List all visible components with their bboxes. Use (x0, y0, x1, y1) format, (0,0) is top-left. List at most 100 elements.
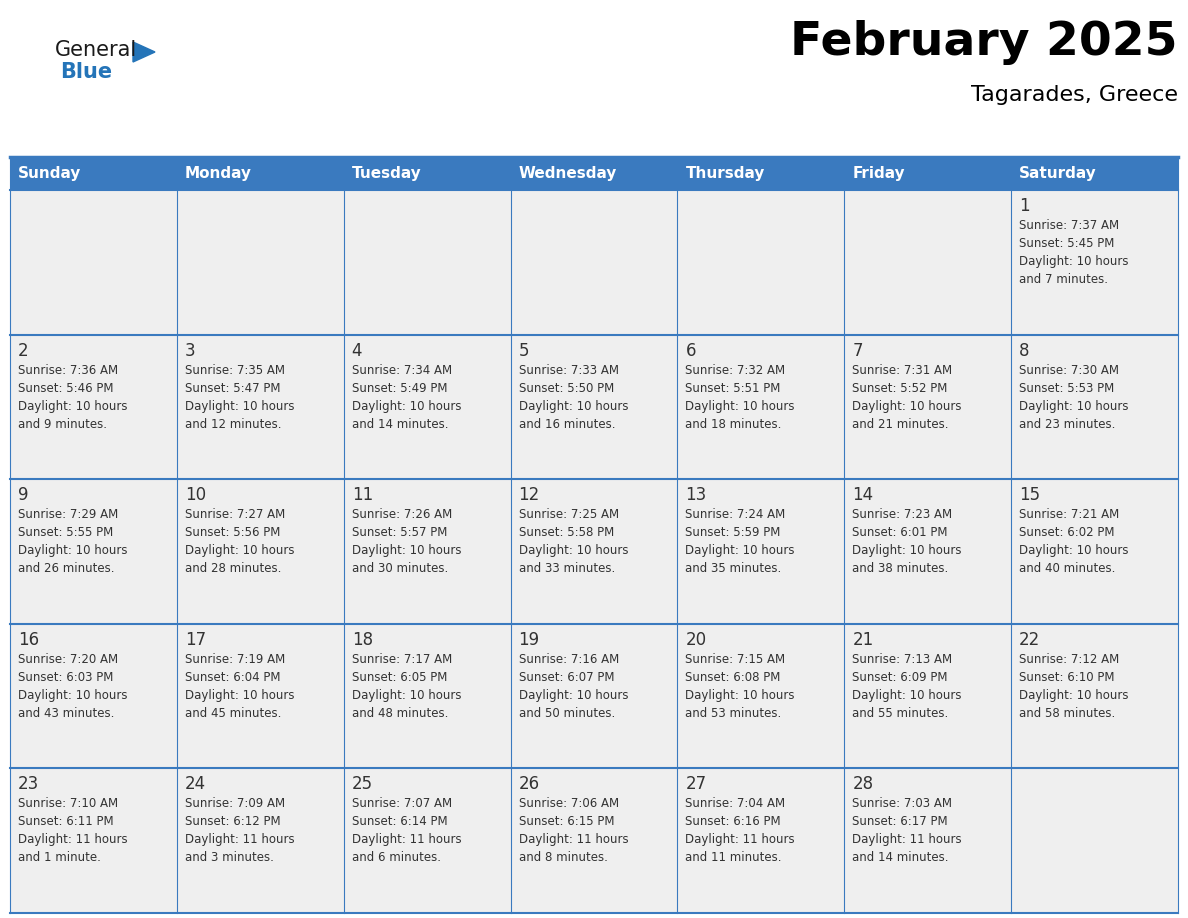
Text: 12: 12 (519, 487, 539, 504)
Text: Daylight: 10 hours: Daylight: 10 hours (519, 688, 628, 701)
Text: 8: 8 (1019, 341, 1030, 360)
Text: Sunrise: 7:03 AM: Sunrise: 7:03 AM (852, 798, 953, 811)
Text: Sunrise: 7:25 AM: Sunrise: 7:25 AM (519, 509, 619, 521)
Text: 2: 2 (18, 341, 29, 360)
Text: Sunrise: 7:30 AM: Sunrise: 7:30 AM (1019, 364, 1119, 376)
Bar (10, 190, 177, 334)
Text: Sunset: 6:11 PM: Sunset: 6:11 PM (18, 815, 114, 828)
Bar (677, 157, 845, 190)
Bar (177, 334, 343, 479)
Text: Daylight: 10 hours: Daylight: 10 hours (352, 544, 461, 557)
Text: Sunrise: 7:10 AM: Sunrise: 7:10 AM (18, 798, 118, 811)
Text: Daylight: 10 hours: Daylight: 10 hours (185, 544, 295, 557)
Text: Sunset: 6:03 PM: Sunset: 6:03 PM (18, 671, 113, 684)
Bar (343, 190, 511, 334)
Text: 3: 3 (185, 341, 196, 360)
Text: 18: 18 (352, 631, 373, 649)
Text: Daylight: 10 hours: Daylight: 10 hours (18, 544, 127, 557)
Text: Daylight: 11 hours: Daylight: 11 hours (685, 834, 795, 846)
Text: 13: 13 (685, 487, 707, 504)
Text: Sunrise: 7:27 AM: Sunrise: 7:27 AM (185, 509, 285, 521)
Polygon shape (133, 42, 154, 62)
Text: Sunrise: 7:23 AM: Sunrise: 7:23 AM (852, 509, 953, 521)
Text: Daylight: 10 hours: Daylight: 10 hours (519, 399, 628, 412)
Text: Blue: Blue (61, 62, 112, 82)
Text: Daylight: 10 hours: Daylight: 10 hours (852, 544, 962, 557)
Bar (511, 624, 677, 768)
Text: 5: 5 (519, 341, 529, 360)
Text: Sunset: 5:56 PM: Sunset: 5:56 PM (185, 526, 280, 539)
Bar (677, 768, 845, 913)
Text: Sunset: 6:08 PM: Sunset: 6:08 PM (685, 671, 781, 684)
Text: Sunset: 6:17 PM: Sunset: 6:17 PM (852, 815, 948, 828)
Bar (343, 624, 511, 768)
Text: General: General (55, 40, 138, 60)
Text: 14: 14 (852, 487, 873, 504)
Text: 23: 23 (18, 776, 39, 793)
Text: Sunset: 5:57 PM: Sunset: 5:57 PM (352, 526, 447, 539)
Text: 10: 10 (185, 487, 206, 504)
Text: Sunrise: 7:04 AM: Sunrise: 7:04 AM (685, 798, 785, 811)
Text: Sunset: 6:04 PM: Sunset: 6:04 PM (185, 671, 280, 684)
Text: Daylight: 10 hours: Daylight: 10 hours (685, 688, 795, 701)
Text: Sunset: 6:10 PM: Sunset: 6:10 PM (1019, 671, 1114, 684)
Text: Thursday: Thursday (685, 166, 765, 181)
Text: and 38 minutes.: and 38 minutes. (852, 562, 948, 576)
Text: Daylight: 10 hours: Daylight: 10 hours (1019, 255, 1129, 268)
Bar (1011, 334, 1178, 479)
Text: Sunrise: 7:13 AM: Sunrise: 7:13 AM (852, 653, 953, 666)
Text: Daylight: 10 hours: Daylight: 10 hours (352, 399, 461, 412)
Bar (511, 334, 677, 479)
Text: 1: 1 (1019, 197, 1030, 215)
Text: Sunrise: 7:17 AM: Sunrise: 7:17 AM (352, 653, 451, 666)
Text: and 55 minutes.: and 55 minutes. (852, 707, 948, 720)
Text: Daylight: 10 hours: Daylight: 10 hours (1019, 399, 1129, 412)
Text: and 23 minutes.: and 23 minutes. (1019, 418, 1116, 431)
Text: and 12 minutes.: and 12 minutes. (185, 418, 282, 431)
Text: and 48 minutes.: and 48 minutes. (352, 707, 448, 720)
Text: Sunrise: 7:29 AM: Sunrise: 7:29 AM (18, 509, 119, 521)
Bar (177, 190, 343, 334)
Bar (1011, 190, 1178, 334)
Bar (343, 334, 511, 479)
Text: Sunset: 5:47 PM: Sunset: 5:47 PM (185, 382, 280, 395)
Text: Daylight: 10 hours: Daylight: 10 hours (519, 544, 628, 557)
Text: February 2025: February 2025 (790, 20, 1178, 65)
Text: and 53 minutes.: and 53 minutes. (685, 707, 782, 720)
Text: 19: 19 (519, 631, 539, 649)
Text: 9: 9 (18, 487, 29, 504)
Text: Sunrise: 7:24 AM: Sunrise: 7:24 AM (685, 509, 785, 521)
Text: Daylight: 10 hours: Daylight: 10 hours (852, 399, 962, 412)
Text: 22: 22 (1019, 631, 1041, 649)
Bar (845, 190, 1011, 334)
Text: Daylight: 11 hours: Daylight: 11 hours (519, 834, 628, 846)
Text: and 45 minutes.: and 45 minutes. (185, 707, 282, 720)
Text: and 30 minutes.: and 30 minutes. (352, 562, 448, 576)
Text: Sunrise: 7:31 AM: Sunrise: 7:31 AM (852, 364, 953, 376)
Text: and 8 minutes.: and 8 minutes. (519, 851, 607, 865)
Bar (677, 190, 845, 334)
Text: and 21 minutes.: and 21 minutes. (852, 418, 949, 431)
Text: Daylight: 11 hours: Daylight: 11 hours (352, 834, 461, 846)
Text: 21: 21 (852, 631, 873, 649)
Text: Daylight: 10 hours: Daylight: 10 hours (18, 688, 127, 701)
Text: Monday: Monday (185, 166, 252, 181)
Bar (1011, 479, 1178, 624)
Text: Sunrise: 7:20 AM: Sunrise: 7:20 AM (18, 653, 118, 666)
Text: Sunset: 6:05 PM: Sunset: 6:05 PM (352, 671, 447, 684)
Text: Daylight: 10 hours: Daylight: 10 hours (1019, 544, 1129, 557)
Text: Daylight: 11 hours: Daylight: 11 hours (852, 834, 962, 846)
Text: and 18 minutes.: and 18 minutes. (685, 418, 782, 431)
Text: Sunrise: 7:06 AM: Sunrise: 7:06 AM (519, 798, 619, 811)
Bar (845, 624, 1011, 768)
Text: and 7 minutes.: and 7 minutes. (1019, 273, 1108, 286)
Text: Sunset: 5:49 PM: Sunset: 5:49 PM (352, 382, 447, 395)
Text: Daylight: 11 hours: Daylight: 11 hours (185, 834, 295, 846)
Bar (177, 479, 343, 624)
Bar (177, 768, 343, 913)
Text: 17: 17 (185, 631, 206, 649)
Text: Daylight: 10 hours: Daylight: 10 hours (18, 399, 127, 412)
Text: and 35 minutes.: and 35 minutes. (685, 562, 782, 576)
Text: Sunrise: 7:15 AM: Sunrise: 7:15 AM (685, 653, 785, 666)
Text: Sunrise: 7:21 AM: Sunrise: 7:21 AM (1019, 509, 1119, 521)
